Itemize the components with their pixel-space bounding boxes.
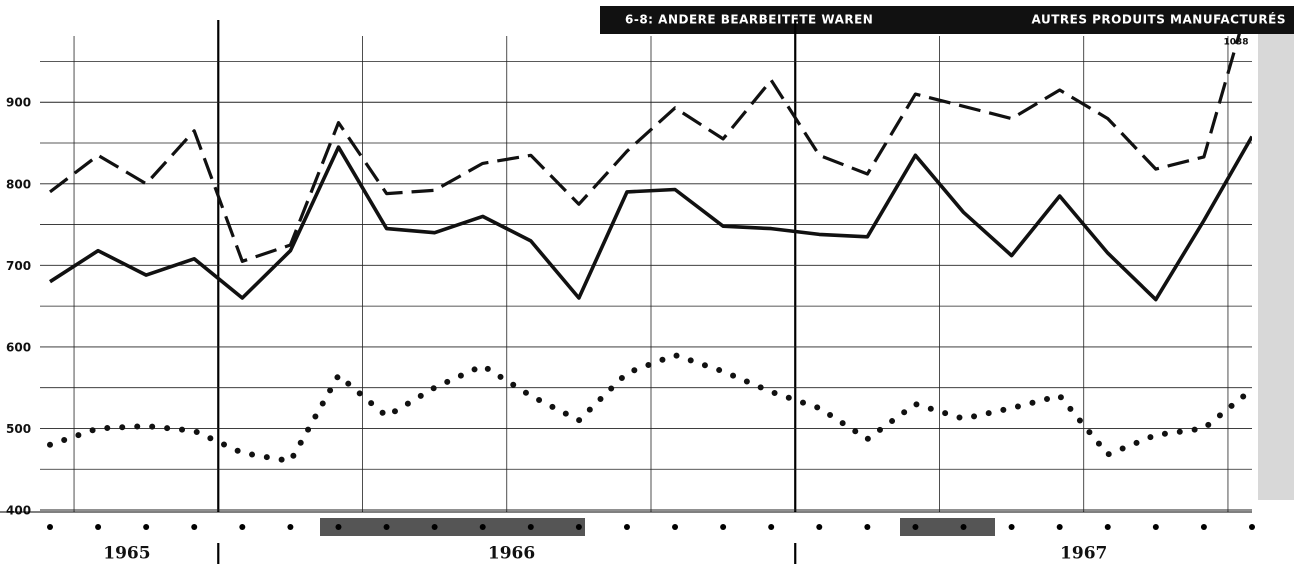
year-label: 1967	[1060, 544, 1107, 564]
month-dot	[527, 524, 534, 530]
month-dot	[47, 524, 53, 530]
series-line	[49, 135, 1252, 302]
smudge	[900, 518, 995, 536]
month-dot	[768, 524, 775, 530]
year-label: 1965	[103, 544, 150, 564]
y-tick-label: 900	[6, 96, 31, 110]
month-dot	[1104, 524, 1111, 530]
smudge	[320, 518, 585, 536]
year-label: 1966	[488, 544, 535, 564]
month-dot	[143, 524, 150, 530]
y-tick-label: 600	[6, 340, 31, 354]
month-dot	[1249, 524, 1255, 530]
month-dot	[1008, 524, 1015, 530]
y-tick-label: 500	[6, 422, 31, 436]
chart-title: 6-8: ANDERE BEARBEITETE WAREN	[625, 13, 873, 27]
month-dot	[287, 524, 294, 530]
month-dot	[479, 524, 486, 530]
month-dot	[960, 524, 967, 530]
month-dot	[1056, 524, 1063, 530]
month-dot	[864, 524, 871, 530]
texture	[1258, 30, 1294, 500]
annotation: 1038	[1223, 38, 1248, 48]
month-dot	[672, 524, 679, 530]
month-dot	[95, 524, 102, 530]
month-dot	[383, 524, 390, 530]
month-dot	[431, 524, 438, 530]
month-dot	[335, 524, 342, 530]
series-line	[49, 34, 1241, 263]
month-dot	[912, 524, 919, 530]
month-dot	[720, 524, 727, 530]
month-dot	[239, 524, 246, 530]
month-dot	[575, 524, 582, 530]
y-tick-label: 400	[6, 504, 31, 518]
month-dot	[191, 524, 198, 530]
month-dot	[1152, 524, 1159, 530]
title-box	[600, 6, 1294, 34]
y-tick-label: 800	[6, 177, 31, 191]
series-line	[47, 352, 1252, 465]
month-dot	[623, 524, 630, 530]
month-dot	[1200, 524, 1207, 530]
y-tick-label: 700	[6, 259, 31, 273]
month-dot	[816, 524, 823, 530]
chart-subtitle: AUTRES PRODUITS MANUFACTURÉS	[1032, 12, 1286, 27]
